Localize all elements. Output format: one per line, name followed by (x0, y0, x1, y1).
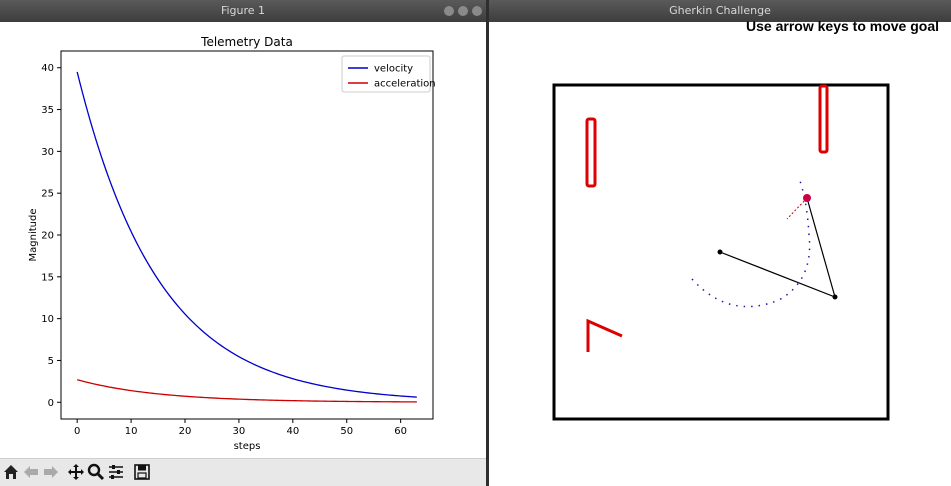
series-line-velocity (76, 71, 417, 398)
series-line-acceleration (77, 379, 417, 403)
y-tick-label: 0 (48, 398, 54, 409)
gherkin-title: Gherkin Challenge (669, 4, 771, 17)
obstacle-top-bar (818, 84, 829, 154)
minimize-button[interactable] (444, 6, 454, 16)
x-tick-label: 30 (233, 426, 246, 437)
back-arrow-icon (24, 466, 38, 478)
pan-move-icon (68, 464, 84, 480)
y-tick-label: 25 (41, 189, 54, 200)
gherkin-titlebar: Gherkin Challenge (489, 0, 951, 22)
arena-boundary (552, 83, 890, 421)
arm-base-joint (717, 249, 723, 255)
goal-marker[interactable] (803, 194, 811, 202)
configure-subplots-icon (109, 465, 123, 479)
configure-subplots-button[interactable] (107, 463, 125, 481)
simulation-canvas[interactable] (489, 22, 951, 486)
legend-label-acceleration: acceleration (374, 79, 436, 90)
forward-button[interactable] (42, 463, 60, 481)
x-tick-label: 20 (179, 426, 192, 437)
x-axis-label: steps (234, 441, 261, 452)
velocity-vector (786, 197, 808, 220)
gherkin-window: Gherkin Challenge Use arrow keys to move… (489, 0, 951, 486)
telemetry-chart: 0 10 20 30 40 50 60 0 5 10 15 20 25 30 35 40 Telemetry D… (28, 35, 436, 452)
x-tick-label: 40 (286, 426, 299, 437)
y-tick-label: 20 (41, 231, 54, 242)
back-button[interactable] (22, 463, 40, 481)
home-button[interactable] (2, 463, 20, 481)
pan-button[interactable] (67, 463, 85, 481)
x-tick-label: 0 (74, 426, 80, 437)
save-button[interactable] (133, 463, 151, 481)
window-divider (486, 0, 489, 486)
maximize-button[interactable] (458, 6, 468, 16)
save-floppy-icon (134, 464, 150, 480)
home-icon (4, 465, 18, 479)
matplotlib-toolbar (0, 458, 486, 486)
y-tick-label: 5 (48, 356, 54, 367)
obstacle-bottom-hook (586, 318, 623, 352)
figure-window: Figure 1 0 10 20 30 40 50 60 0 5 10 15 20 25 30 35 40 Te… (0, 0, 486, 486)
legend-label-velocity: velocity (374, 64, 413, 75)
x-tick-label: 60 (394, 426, 407, 437)
zoom-button[interactable] (87, 463, 105, 481)
figure-titlebar: Figure 1 (0, 0, 486, 22)
x-tick-label: 10 (125, 426, 138, 437)
zoom-magnifier-icon (87, 463, 105, 481)
y-tick-label: 30 (41, 147, 54, 158)
y-tick-label: 35 (41, 105, 54, 116)
figure-title: Figure 1 (220, 4, 266, 17)
close-button[interactable] (472, 6, 482, 16)
forward-arrow-icon (44, 466, 58, 478)
x-tick-label: 50 (340, 426, 353, 437)
robot-arm-links (719, 197, 836, 298)
y-tick-label: 10 (41, 314, 54, 325)
arm-elbow-joint (832, 294, 838, 300)
instruction-text: Use arrow keys to move goal (746, 18, 939, 34)
plot-area (60, 50, 434, 420)
y-tick-label: 15 (41, 272, 54, 283)
obstacle-left-bar (585, 117, 597, 188)
y-tick-label: 40 (41, 63, 54, 74)
trajectory-trail (691, 177, 811, 308)
y-axis-label: Magnitude (28, 209, 39, 262)
chart-title: Telemetry Data (200, 35, 293, 49)
